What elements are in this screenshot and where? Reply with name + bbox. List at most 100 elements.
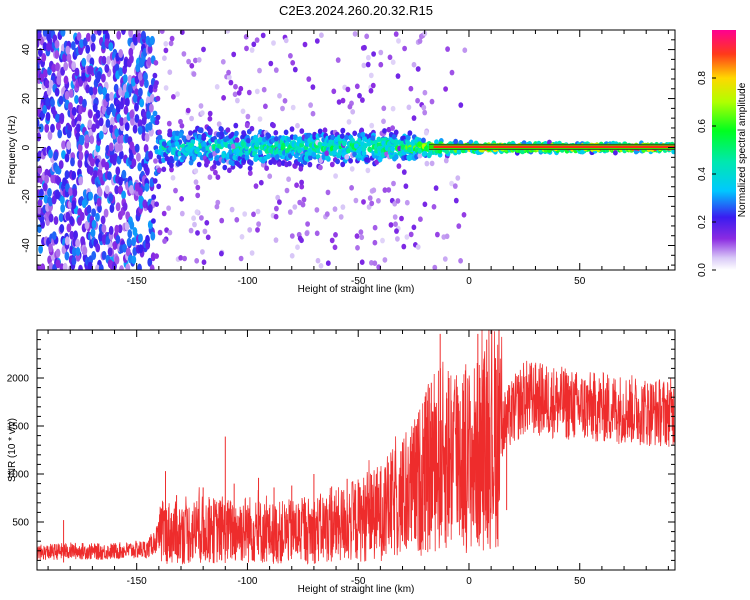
spectrogram-cell	[130, 116, 135, 126]
spectrogram-cell	[132, 94, 138, 103]
spectrogram-cell	[254, 37, 260, 43]
spectrogram-cell	[417, 152, 423, 159]
spectrogram-cell	[157, 229, 163, 236]
spectrogram-cell	[234, 141, 240, 148]
spectrogram-cell	[396, 38, 401, 44]
x-tick-label: -50	[351, 576, 366, 587]
spectrogram-cell	[306, 76, 312, 82]
spectrogram-cell	[202, 228, 208, 235]
spectrogram-cell	[371, 187, 377, 193]
spectrogram-cell	[154, 253, 160, 259]
spectrogram-cell	[65, 211, 71, 221]
spectrogram-cell	[86, 204, 92, 214]
spectrogram-cell	[422, 109, 428, 116]
spectrogram-cell	[179, 196, 185, 202]
spectrogram-cell	[63, 61, 69, 71]
colorbar-tick-label: 0.4	[697, 167, 708, 181]
spectrogram-cell	[244, 122, 250, 129]
spectrogram-cell	[401, 169, 407, 175]
spectrogram-cell	[241, 130, 247, 136]
spectrogram-cell	[87, 119, 93, 129]
spectrogram-cell	[432, 264, 438, 270]
spectrogram-cell	[395, 236, 400, 242]
spectrogram-cell	[38, 244, 43, 254]
spectrogram-cell	[292, 66, 298, 73]
spectrogram-cell	[388, 222, 394, 228]
spectrogram-cell	[219, 131, 225, 137]
spectrogram-cell	[148, 150, 154, 160]
spectrogram-cell	[449, 180, 454, 187]
spectrogram-cell	[266, 133, 272, 139]
spectrogram-cell	[186, 58, 192, 65]
spectrogram-cell	[147, 57, 152, 66]
spectrogram-cell	[315, 257, 321, 264]
spectrogram-cell	[64, 90, 70, 100]
spectrogram-cell	[156, 183, 162, 190]
spectrogram-cell	[390, 146, 395, 152]
spectrogram-cell	[78, 264, 83, 270]
spectrogram-cell	[433, 185, 439, 191]
spectrogram-cell	[228, 79, 234, 86]
spectrogram-cell	[198, 103, 204, 109]
spectrogram-cell	[405, 134, 411, 141]
spectrogram-cell	[295, 122, 300, 129]
spectrogram-cell	[214, 84, 220, 90]
spectrogram-cell	[97, 85, 103, 95]
spectrogram-cell	[64, 153, 70, 163]
spectrogram-cell	[247, 170, 253, 176]
spectrogram-cell	[145, 166, 150, 176]
x-tick-label: -150	[127, 576, 147, 587]
spectrogram-cell	[314, 230, 320, 237]
spectrogram-cell	[150, 252, 156, 262]
spectrogram-cell	[145, 234, 150, 244]
spectrogram-cell	[325, 154, 330, 161]
spectrogram-cell	[364, 33, 370, 40]
spectrogram-cell	[273, 130, 279, 136]
spectrogram-cell	[156, 167, 162, 173]
spectrogram-cell	[104, 185, 110, 195]
spectrogram-cell	[417, 38, 423, 44]
spectrogram-cell	[44, 79, 50, 89]
spectrogram-cell	[317, 141, 323, 148]
spectrogram-cell	[329, 237, 335, 244]
spectrogram-cell	[382, 128, 387, 134]
spectrogram-cell	[119, 134, 125, 144]
spectrogram-cell	[260, 158, 266, 164]
spectrogram-cell	[350, 109, 356, 115]
spectrogram-cell	[352, 31, 358, 37]
spectrogram-cell	[119, 100, 125, 110]
snr-ticks: -150 -100 -50 0 50 500 1000 1500 2000	[7, 329, 675, 587]
spectrogram-cell	[100, 215, 106, 225]
spectrogram-cell	[324, 150, 330, 157]
spectrogram-cell	[101, 224, 107, 234]
spectrogram-cell	[108, 193, 114, 203]
spectrogram-cell	[233, 122, 239, 129]
spectrogram-cell	[118, 49, 124, 58]
spectrogram-cell	[147, 257, 153, 267]
spectrogram-cell	[71, 247, 77, 257]
spectrogram-cell	[318, 164, 323, 171]
spectrogram-cell	[68, 88, 74, 98]
spectrogram-cell	[60, 203, 66, 213]
spectrogram-cell	[174, 141, 180, 147]
spectrogram-cell	[137, 71, 143, 81]
spectrogram-cell	[188, 130, 193, 136]
spectrogram-cell	[214, 155, 220, 162]
spectrogram-cell	[273, 136, 279, 142]
spectrogram-cell	[159, 30, 165, 34]
spectrogram-cell	[48, 149, 53, 159]
spectrogram-cell	[65, 45, 71, 55]
spectrogram-cell	[207, 116, 213, 122]
spectrogram-cell	[282, 98, 288, 104]
spectrogram-cell	[431, 204, 437, 210]
spectrogram-cell	[108, 142, 114, 152]
spectrogram-cell	[314, 38, 320, 44]
spectrogram-cell	[240, 141, 246, 147]
spectrogram-cell	[195, 192, 201, 199]
spectrogram-cell	[231, 143, 236, 150]
spectrogram-cell	[287, 209, 293, 215]
spectrogram-cell	[189, 115, 195, 122]
spectrogram-cell	[115, 202, 121, 212]
spectrogram-cell	[396, 163, 402, 169]
spectrogram-cell	[374, 159, 380, 165]
